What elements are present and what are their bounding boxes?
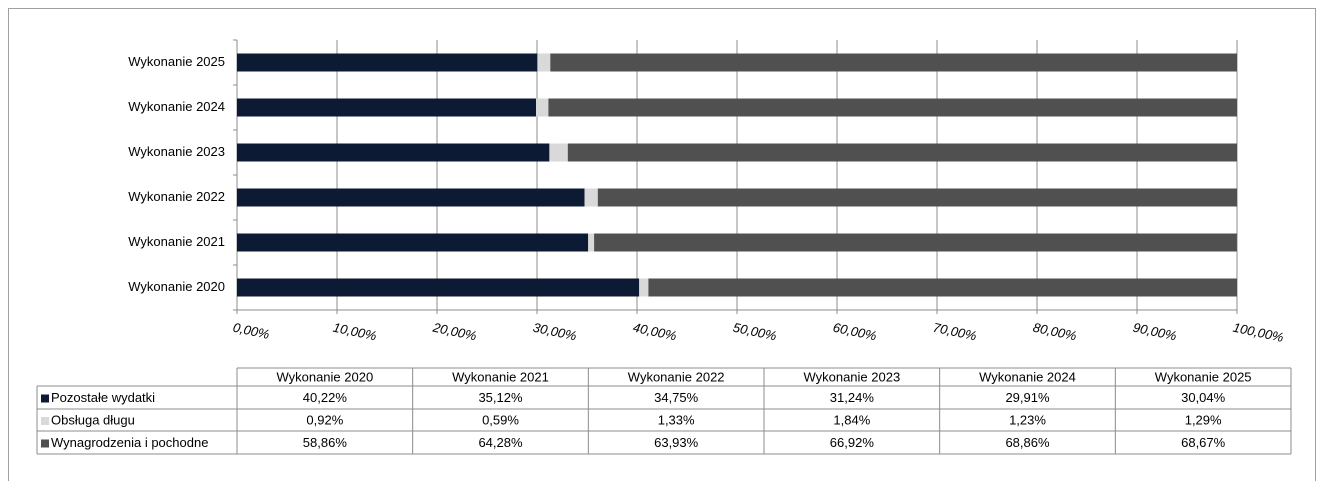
y-tick-label: Wykonanie 2022 — [128, 189, 225, 204]
table-cell: 68,67% — [1181, 435, 1226, 450]
table-header: Wykonanie 2020 — [276, 369, 373, 384]
bar-segment — [639, 278, 649, 297]
table-cell: 68,86% — [1005, 435, 1050, 450]
chart-border — [8, 8, 1316, 486]
table-cell: 1,23% — [1009, 412, 1046, 427]
table-cell: 1,33% — [658, 412, 695, 427]
legend-label: Wynagrodzenia i pochodne — [51, 435, 208, 450]
bar-segment — [237, 53, 538, 72]
table-cell: 0,92% — [306, 412, 343, 427]
table-cell: 35,12% — [478, 390, 523, 405]
x-tick-label: 10,00% — [332, 320, 378, 344]
y-tick-label: Wykonanie 2023 — [128, 144, 225, 159]
x-tick-label: 30,00% — [532, 320, 578, 344]
y-tick-label: Wykonanie 2024 — [128, 99, 225, 114]
bar-segment — [548, 98, 1237, 117]
x-tick-label: 20,00% — [431, 319, 478, 343]
y-tick-label: Wykonanie 2021 — [128, 234, 225, 249]
x-tick-label: 80,00% — [1032, 320, 1078, 344]
bar-segment — [594, 233, 1237, 252]
bar-segment — [648, 278, 1237, 297]
bar-segment — [237, 188, 585, 207]
table-cell: 30,04% — [1181, 390, 1226, 405]
table-cell: 31,24% — [830, 390, 875, 405]
bar-segment — [550, 53, 1237, 72]
legend-label: Pozostałe wydatki — [51, 390, 155, 405]
legend-label: Obsługa długu — [51, 412, 135, 427]
x-tick-label: 50,00% — [732, 320, 778, 344]
bar-segment — [549, 143, 568, 162]
x-tick-label: 90,00% — [1132, 320, 1178, 344]
table-header: Wykonanie 2024 — [979, 369, 1076, 384]
table-cell: 40,22% — [303, 390, 348, 405]
bar-segment — [584, 188, 598, 207]
legend-key — [41, 417, 49, 425]
x-tick-label: 60,00% — [832, 320, 878, 344]
table-header: Wykonanie 2025 — [1155, 369, 1252, 384]
x-tick-label: 0,00% — [232, 320, 271, 342]
table-cell: 63,93% — [654, 435, 699, 450]
table-cell: 58,86% — [303, 435, 348, 450]
table-cell: 64,28% — [478, 435, 523, 450]
table-cell: 29,91% — [1005, 390, 1050, 405]
x-tick-label: 40,00% — [632, 320, 678, 344]
y-tick-label: Wykonanie 2020 — [128, 279, 225, 294]
bar-segment — [237, 278, 640, 297]
table-header: Wykonanie 2022 — [628, 369, 725, 384]
table-cell: 66,92% — [830, 435, 875, 450]
table-cell: 1,84% — [833, 412, 870, 427]
bar-segment — [536, 98, 549, 117]
y-tick-label: Wykonanie 2025 — [128, 54, 225, 69]
x-tick-label: 70,00% — [932, 320, 978, 344]
bar-segment — [588, 233, 595, 252]
legend-key — [41, 394, 49, 403]
x-tick-label: 100,00% — [1232, 320, 1285, 345]
bar-segment — [567, 143, 1237, 162]
table-cell: 1,29% — [1185, 412, 1222, 427]
table-header: Wykonanie 2023 — [803, 369, 900, 384]
table-cell: 34,75% — [654, 390, 699, 405]
table-header: Wykonanie 2021 — [452, 369, 549, 384]
table-cell: 0,59% — [482, 412, 519, 427]
legend-key — [41, 439, 49, 448]
bar-segment — [237, 233, 589, 252]
bar-segment — [237, 143, 550, 162]
bar-segment — [537, 53, 551, 72]
bar-segment — [597, 188, 1238, 207]
bar-segment — [237, 98, 537, 117]
